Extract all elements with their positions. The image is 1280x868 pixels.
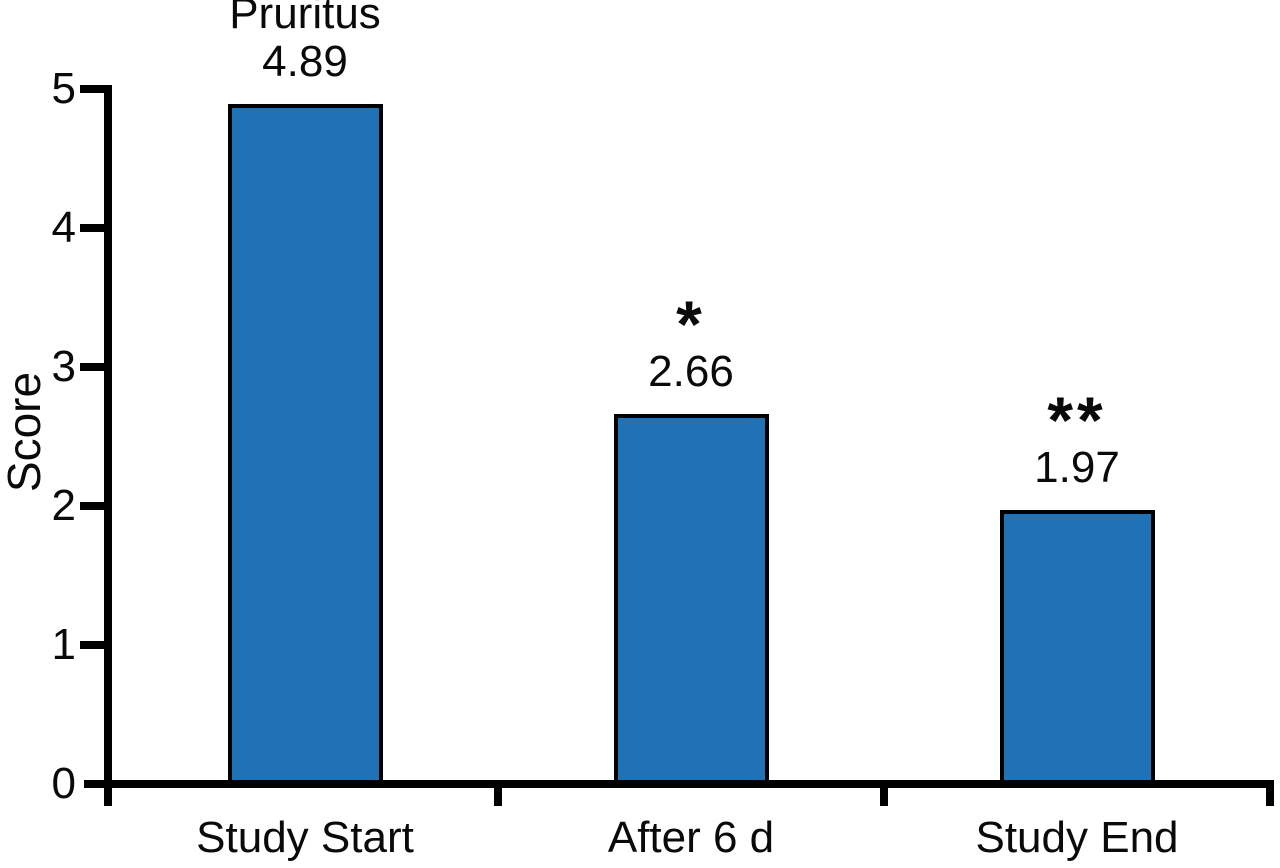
x-axis-line <box>84 780 1274 788</box>
bar-value-label: 2.66 <box>648 347 734 397</box>
y-tick <box>80 363 112 371</box>
significance-marker: ** <box>1047 383 1107 458</box>
x-tick <box>494 788 502 806</box>
y-tick-label: 4 <box>51 203 76 252</box>
y-tick <box>80 502 112 510</box>
y-tick-label: 3 <box>51 342 76 391</box>
y-tick <box>80 224 112 232</box>
bar-3 <box>999 510 1155 784</box>
bar-label-block: Pruritus 4.89 <box>112 0 498 86</box>
x-tick <box>1266 788 1274 806</box>
bar-label-block: ** 1.97 <box>884 383 1270 493</box>
category-label-1: Study Start <box>196 813 414 862</box>
bar-2 <box>613 414 769 784</box>
x-tick <box>880 788 888 806</box>
y-tick-label: 2 <box>51 481 76 530</box>
y-axis-line <box>104 85 112 806</box>
y-tick <box>80 641 112 649</box>
significance-marker: * <box>676 287 706 362</box>
bar-value-label: 4.89 <box>262 37 348 87</box>
bar-label-block: * 2.66 <box>498 287 884 397</box>
y-tick-label: 0 <box>51 759 76 808</box>
category-label-3: Study End <box>975 813 1179 862</box>
bar-value-label: 1.97 <box>1034 443 1120 493</box>
bar-1 <box>227 104 383 784</box>
chart-title: Pruritus <box>229 0 381 39</box>
category-label-2: After 6 d <box>607 813 775 862</box>
y-tick-label: 5 <box>51 64 76 113</box>
y-tick-label: 1 <box>51 620 76 669</box>
y-tick <box>80 85 112 93</box>
